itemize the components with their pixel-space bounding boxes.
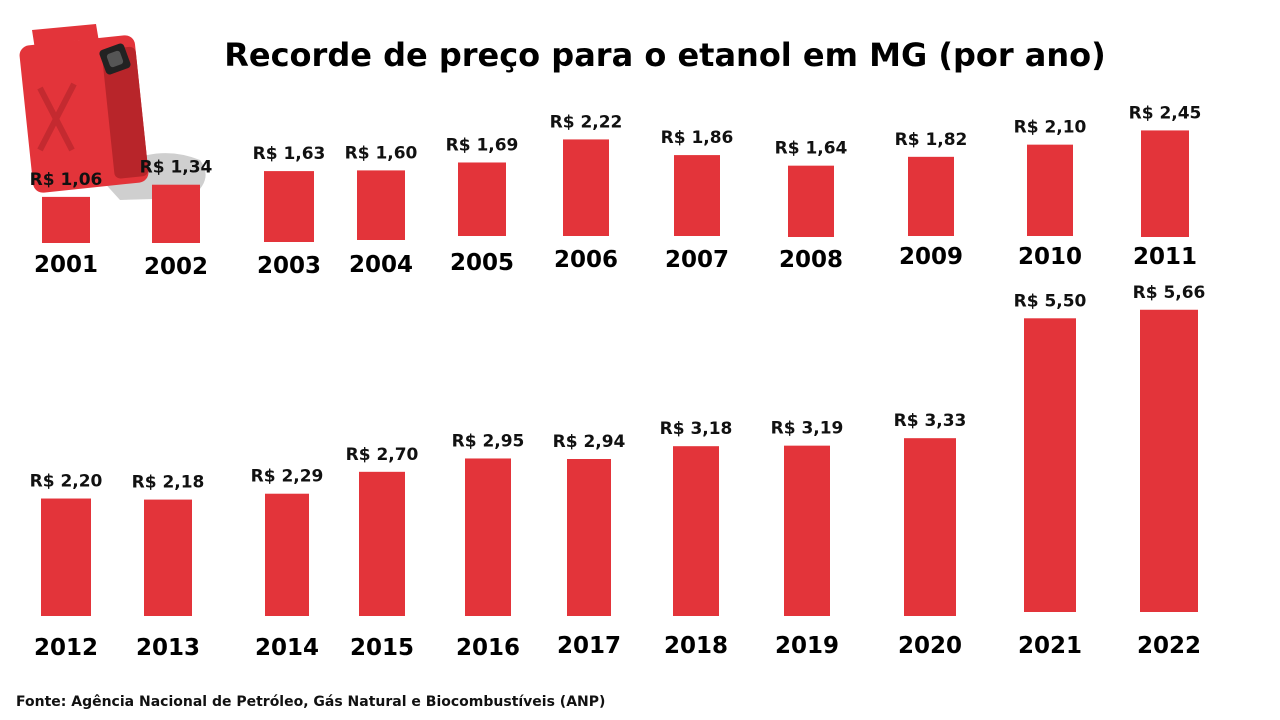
bar-2014 [265,493,309,616]
value-label-2011: R$ 2,45 [1129,103,1202,123]
bar-2008 [788,165,834,237]
bar-2011 [1141,130,1189,237]
bar-2020 [904,438,956,616]
value-label-2006: R$ 2,22 [550,112,623,132]
value-label-2008: R$ 1,64 [775,139,848,159]
bar-2004 [357,170,405,240]
source-note: Fonte: Agência Nacional de Petróleo, Gás… [16,694,605,710]
value-label-2013: R$ 2,18 [132,473,205,493]
year-label-2010: 2010 [1018,244,1082,270]
bar-2021 [1024,318,1076,612]
fuel-canister-icon [19,24,206,200]
bars-layer: R$ 1,06 2001 R$ 1,34 2002 R$ 1,63 2003 R$ 1,60… [30,103,1206,661]
value-label-2014: R$ 2,29 [251,467,324,487]
value-label-2021: R$ 5,50 [1014,291,1087,311]
value-label-2015: R$ 2,70 [346,445,419,465]
bar-2019 [784,445,830,616]
year-label-2006: 2006 [554,247,618,273]
bar-2005 [458,162,506,236]
bar-2010 [1027,144,1073,236]
value-label-2001: R$ 1,06 [30,170,103,190]
value-label-2016: R$ 2,95 [452,431,525,451]
value-label-2007: R$ 1,86 [661,128,734,148]
bar-2002 [152,184,200,243]
year-label-2012: 2012 [34,635,98,661]
value-label-2019: R$ 3,19 [771,419,844,439]
bar-2022 [1140,309,1198,612]
year-label-2005: 2005 [450,250,514,276]
bar-2017 [567,459,611,616]
bar-2009 [908,156,954,236]
year-label-2018: 2018 [664,633,728,659]
year-label-2022: 2022 [1137,633,1201,659]
year-label-2014: 2014 [255,635,319,661]
value-label-2005: R$ 1,69 [446,135,519,155]
year-label-2001: 2001 [34,252,98,278]
year-label-2003: 2003 [257,253,321,279]
bar-2016 [465,458,511,616]
value-label-2022: R$ 5,66 [1133,283,1206,303]
bar-2007 [674,155,720,236]
bar-2003 [264,171,314,242]
year-label-2017: 2017 [557,633,621,659]
year-label-2002: 2002 [144,254,208,280]
value-label-2003: R$ 1,63 [253,144,326,164]
bar-2018 [673,446,719,616]
bar-2013 [144,499,192,616]
value-label-2002: R$ 1,34 [140,158,213,178]
year-label-2004: 2004 [349,252,413,278]
year-label-2011: 2011 [1133,244,1197,270]
value-label-2012: R$ 2,20 [30,472,103,492]
bar-2001 [42,196,90,243]
value-label-2018: R$ 3,18 [660,419,733,439]
year-label-2008: 2008 [779,247,843,273]
chart-title: Recorde de preço para o etanol em MG (po… [224,36,1106,74]
year-label-2013: 2013 [136,635,200,661]
bar-2012 [41,498,91,616]
year-label-2016: 2016 [456,635,520,661]
year-label-2009: 2009 [899,244,963,270]
value-label-2020: R$ 3,33 [894,411,967,431]
value-label-2017: R$ 2,94 [553,432,626,452]
value-label-2009: R$ 1,82 [895,130,968,150]
year-label-2021: 2021 [1018,633,1082,659]
year-label-2015: 2015 [350,635,414,661]
value-label-2004: R$ 1,60 [345,143,418,163]
year-label-2019: 2019 [775,633,839,659]
bar-2006 [563,139,609,236]
bar-2015 [359,471,405,616]
value-label-2010: R$ 2,10 [1014,118,1087,138]
year-label-2007: 2007 [665,247,729,273]
year-label-2020: 2020 [898,633,962,659]
